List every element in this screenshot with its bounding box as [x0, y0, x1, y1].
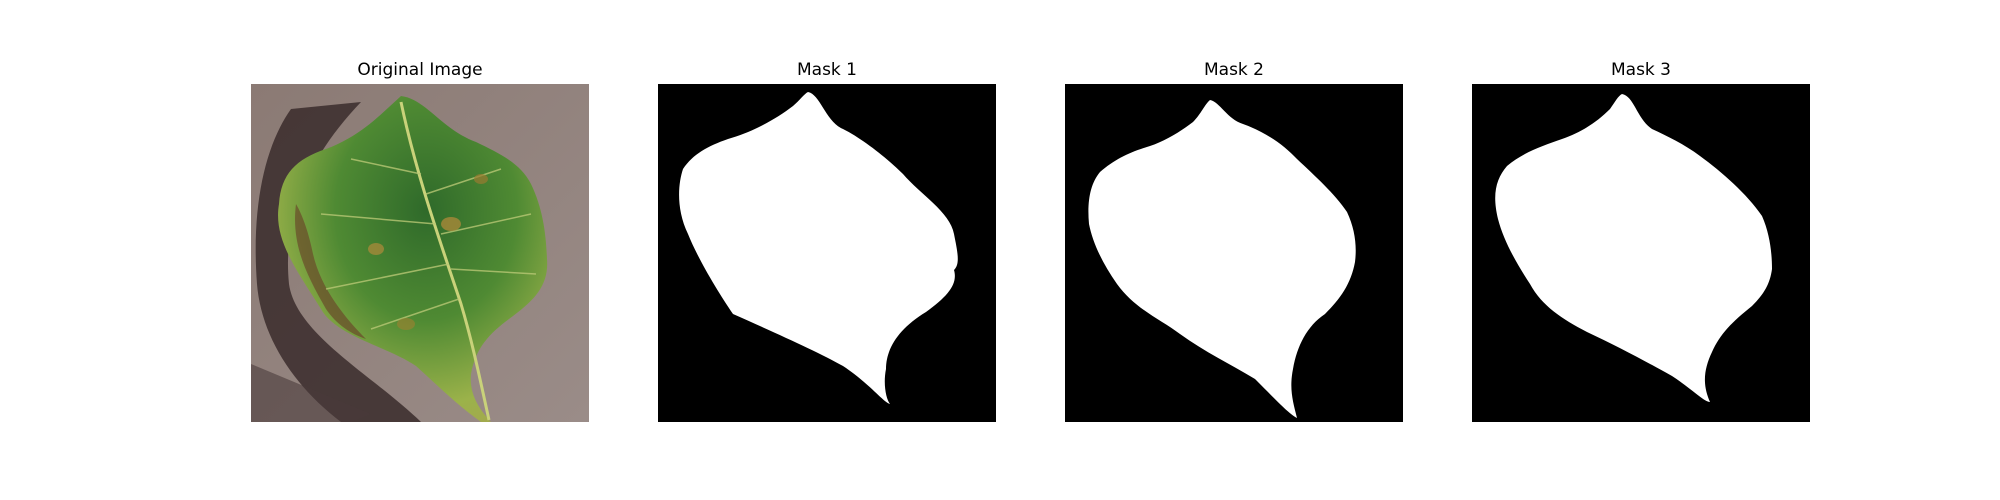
panel-title: Mask 3 — [1610, 60, 1671, 80]
mask-1-image — [658, 84, 996, 422]
original-leaf-image — [251, 84, 589, 422]
panel-title: Mask 2 — [1203, 60, 1264, 80]
panel-title: Mask 1 — [796, 60, 857, 80]
panel-title: Original Image — [357, 60, 483, 80]
mask-2-image — [1065, 84, 1403, 422]
mask-3-image — [1472, 84, 1810, 422]
